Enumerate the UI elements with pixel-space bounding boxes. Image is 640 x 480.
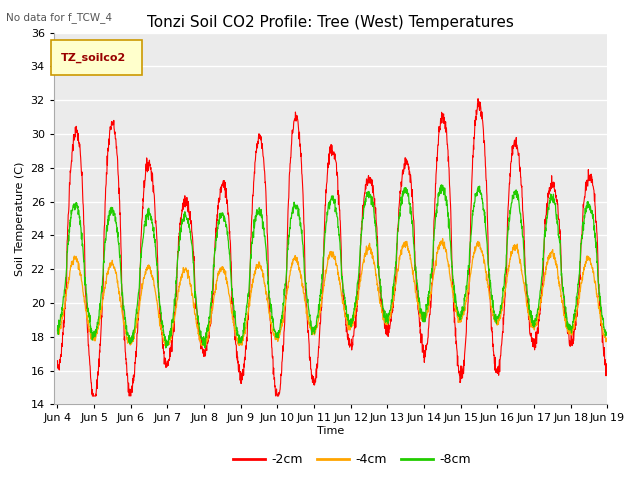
Text: TZ_soilco2: TZ_soilco2	[61, 53, 126, 63]
FancyBboxPatch shape	[51, 40, 143, 75]
Legend: -2cm, -4cm, -8cm: -2cm, -4cm, -8cm	[228, 448, 476, 471]
X-axis label: Time: Time	[317, 426, 344, 436]
Title: Tonzi Soil CO2 Profile: Tree (West) Temperatures: Tonzi Soil CO2 Profile: Tree (West) Temp…	[147, 15, 514, 30]
Text: No data for f_TCW_4: No data for f_TCW_4	[6, 12, 113, 23]
Y-axis label: Soil Temperature (C): Soil Temperature (C)	[15, 161, 25, 276]
